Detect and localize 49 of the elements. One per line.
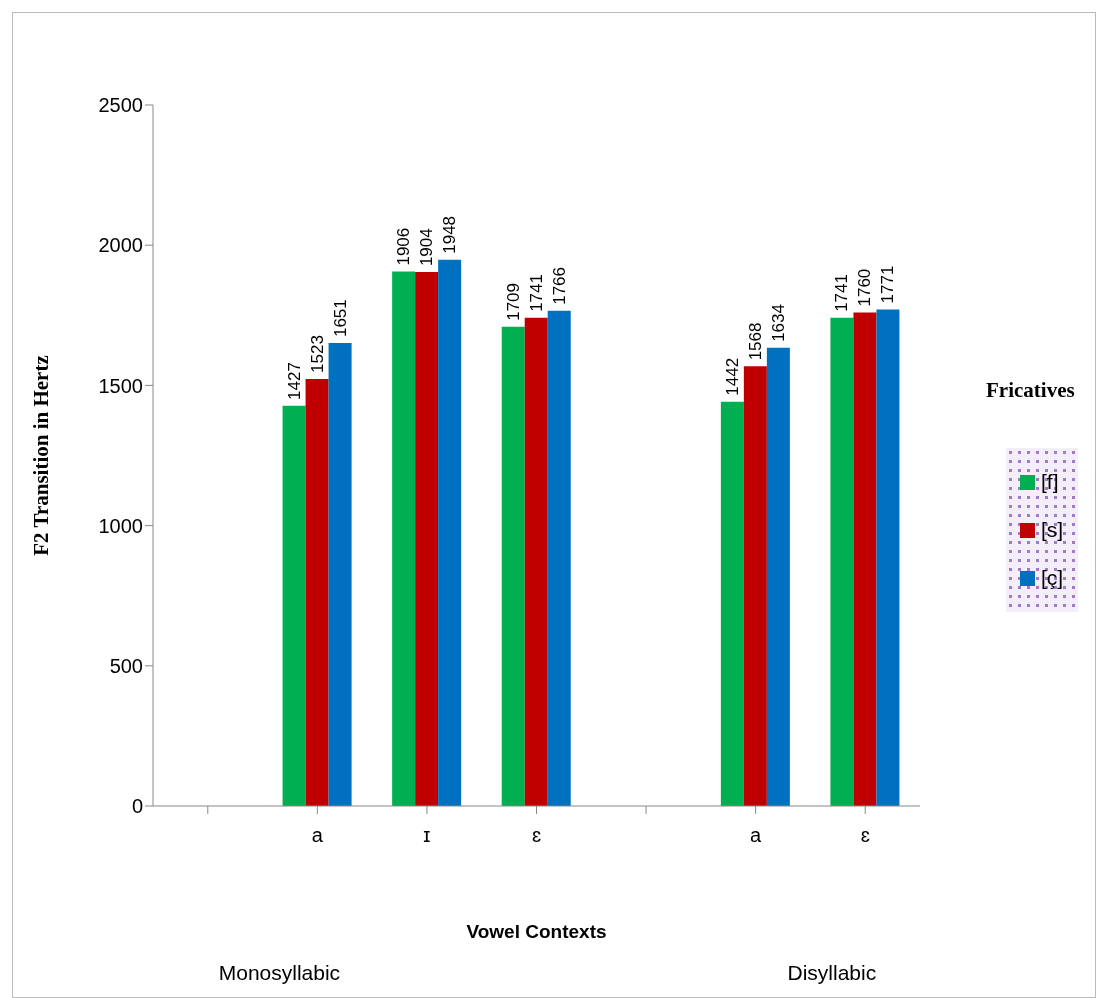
x-axis-title: Vowel Contexts (465, 921, 608, 943)
text: Disyllabic (787, 961, 877, 985)
data-label: 1904 (417, 228, 437, 267)
data-label: 1741 (526, 274, 546, 312)
x-tick-label: ɛ (531, 824, 542, 847)
data-label: 1651 (330, 299, 350, 338)
x-tick-label: ɛ (860, 824, 870, 847)
y-tick-label: 2000 (98, 234, 143, 257)
data-label: 1948 (440, 215, 460, 254)
bar (830, 317, 854, 806)
legend-title: Fricatives (986, 378, 1076, 403)
data-label: 1442 (722, 357, 742, 396)
data-label: 1766 (549, 266, 569, 305)
y-tick-label: 500 (109, 654, 143, 677)
bar (392, 271, 416, 806)
bar (743, 366, 767, 806)
bar (328, 343, 352, 806)
bar (438, 259, 462, 806)
bar (501, 326, 525, 806)
bar (305, 378, 329, 806)
data-label: 1568 (745, 322, 765, 361)
legend-label: [s] (1041, 518, 1064, 542)
data-label: 1709 (503, 282, 523, 321)
y-tick-label: 2500 (98, 94, 143, 117)
legend-label: [f] (1041, 470, 1059, 494)
legend-label: [ç] (1041, 566, 1064, 590)
y-axis-title: F2 Transition in Hertz (28, 355, 54, 556)
bar (853, 312, 877, 806)
bar (415, 272, 439, 806)
data-label: 1634 (768, 304, 788, 342)
data-label: 1741 (832, 274, 852, 312)
x-tick-label: a (311, 824, 324, 847)
y-tick-label: 0 (131, 795, 143, 818)
text: Monosyllabic (218, 961, 341, 985)
y-tick-label: 1000 (98, 514, 143, 537)
data-label: 1427 (284, 362, 304, 400)
data-label: 1760 (855, 268, 875, 307)
data-label: 1523 (307, 335, 327, 373)
bar (282, 405, 306, 806)
bar (524, 317, 548, 806)
bar (720, 401, 744, 806)
bar (547, 310, 571, 806)
x-tick-label: a (750, 824, 763, 847)
bar (876, 309, 900, 806)
data-label: 1771 (878, 265, 898, 304)
x-tick-label: ɪ (423, 824, 431, 847)
bar (766, 347, 790, 806)
data-label: 1906 (394, 227, 414, 266)
y-tick-label: 1500 (98, 374, 143, 397)
